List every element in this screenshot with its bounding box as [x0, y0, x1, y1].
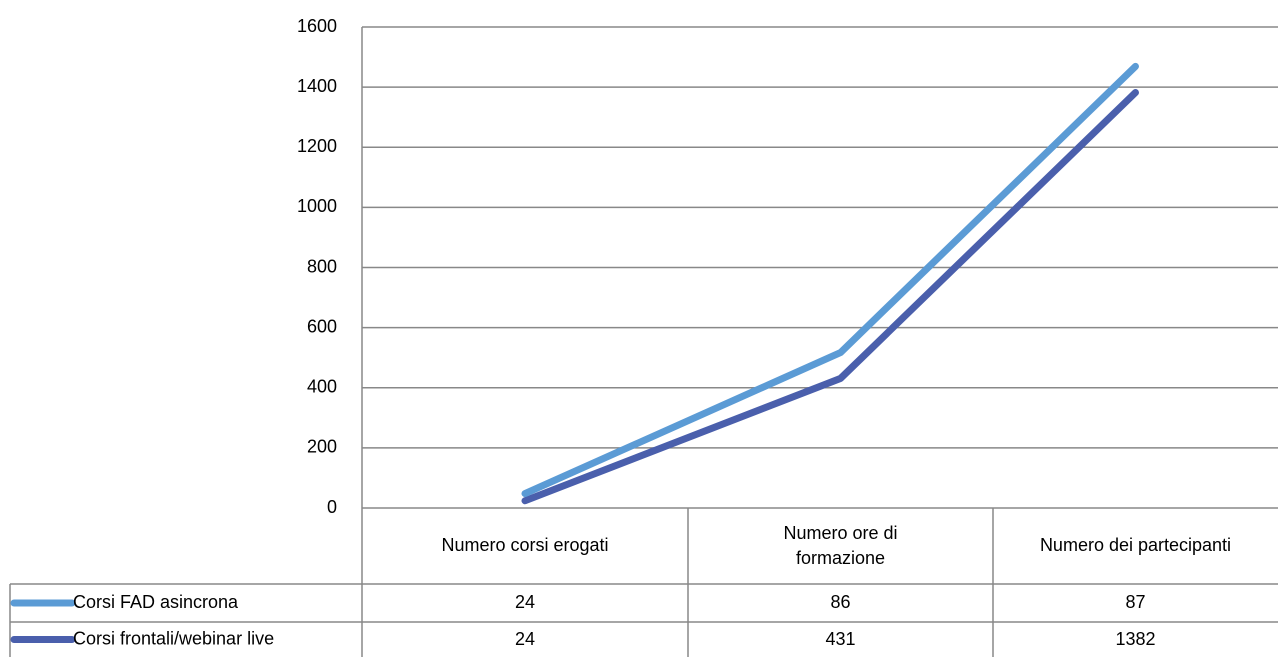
legend-label: Corsi frontali/webinar live — [73, 628, 274, 648]
y-tick-label: 200 — [307, 437, 337, 457]
y-tick-label: 1400 — [297, 76, 337, 96]
series-line — [521, 89, 1139, 505]
legend-label: Corsi FAD asincrona — [73, 592, 239, 612]
y-tick-label: 800 — [307, 256, 337, 276]
y-tick-label: 400 — [307, 377, 337, 397]
series-line — [521, 62, 1139, 498]
category-label: Numero dei partecipanti — [1039, 535, 1232, 556]
y-tick-label: 1200 — [297, 136, 337, 156]
category-label: Numero ore di formazione — [783, 522, 898, 568]
y-tick-label: 0 — [327, 497, 337, 517]
table-value: 87 — [1125, 592, 1146, 613]
table-value: 1382 — [1115, 628, 1156, 649]
table-value: 24 — [514, 592, 536, 613]
y-tick-label: 1000 — [297, 196, 337, 216]
y-tick-label: 1600 — [297, 16, 337, 36]
table-value: 86 — [830, 592, 851, 613]
y-tick-label: 600 — [307, 316, 337, 336]
table-value: 431 — [825, 628, 856, 649]
category-label: Numero corsi erogati — [441, 535, 609, 556]
table-value: 24 — [514, 628, 536, 649]
